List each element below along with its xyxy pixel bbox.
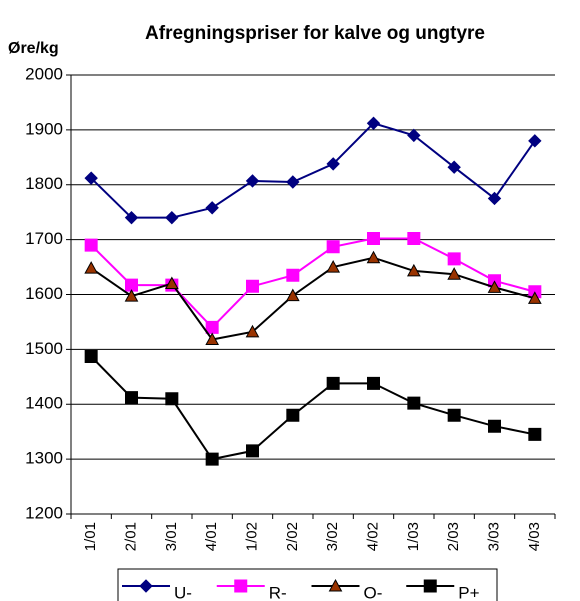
marker [286, 268, 300, 282]
marker [125, 278, 138, 292]
y-axis-label: Øre/kg [8, 40, 59, 57]
marker [164, 276, 179, 290]
x-tick-label: 4/02 [364, 522, 381, 551]
y-tick-label: 1900 [25, 119, 63, 138]
marker [367, 232, 380, 246]
marker [528, 134, 542, 148]
marker [487, 191, 502, 206]
marker [84, 238, 98, 252]
marker [326, 376, 340, 390]
marker [205, 201, 219, 215]
x-tick-label: 2/02 [284, 522, 301, 551]
marker [406, 263, 421, 277]
marker [205, 320, 219, 334]
legend-label: R- [269, 583, 287, 601]
x-tick-label: 3/02 [324, 522, 341, 551]
marker [326, 240, 340, 254]
marker [139, 579, 153, 593]
series-line [90, 256, 536, 341]
x-tick-label: 4/03 [526, 522, 543, 551]
y-tick-label: 1400 [25, 394, 63, 413]
y-tick-label: 1300 [25, 449, 63, 468]
marker [527, 291, 542, 304]
marker [165, 392, 179, 406]
y-tick-label: 2000 [25, 64, 63, 83]
marker [124, 210, 139, 225]
series-line [90, 237, 536, 329]
marker [245, 324, 260, 338]
marker [366, 250, 381, 264]
marker [84, 261, 99, 274]
marker [407, 128, 421, 143]
series-line [90, 122, 536, 219]
marker [488, 419, 501, 433]
marker [326, 157, 340, 171]
y-tick-label: 1800 [25, 174, 63, 193]
marker [165, 210, 179, 225]
marker [246, 444, 259, 458]
marker [423, 579, 437, 593]
x-tick-label: 3/01 [163, 522, 180, 551]
legend-label: O- [364, 583, 383, 601]
marker [285, 288, 300, 302]
x-tick-label: 1/01 [82, 522, 99, 551]
marker [447, 160, 461, 174]
legend-label: P+ [458, 583, 479, 601]
x-tick-label: 3/03 [485, 522, 502, 551]
x-tick-label: 1/02 [243, 522, 260, 551]
marker [447, 252, 461, 266]
y-tick-label: 1700 [25, 229, 63, 248]
marker [487, 280, 502, 293]
marker [326, 260, 341, 273]
marker [84, 171, 98, 185]
marker [205, 452, 219, 466]
x-tick-label: 4/01 [203, 522, 220, 551]
marker [205, 332, 220, 345]
y-tick-label: 1200 [25, 503, 63, 522]
marker [528, 427, 542, 441]
legend-label: U- [174, 583, 192, 601]
x-tick-label: 1/03 [405, 522, 422, 551]
marker [447, 408, 461, 422]
y-tick-label: 1600 [25, 284, 63, 303]
marker [447, 267, 462, 280]
marker [246, 279, 259, 293]
marker [245, 174, 260, 188]
y-tick-label: 1500 [25, 339, 63, 358]
x-tick-label: 2/01 [122, 522, 139, 551]
x-tick-label: 2/03 [445, 522, 462, 551]
marker [367, 376, 380, 390]
marker [366, 116, 381, 130]
marker [124, 289, 139, 302]
marker [234, 579, 248, 593]
marker [407, 396, 421, 410]
marker [286, 175, 300, 189]
marker [328, 578, 343, 592]
marker [84, 350, 98, 364]
series-line [90, 355, 536, 461]
marker [407, 232, 421, 246]
chart-title: Afregningspriser for kalve og ungtyre [145, 23, 485, 44]
marker [286, 408, 300, 422]
marker [125, 391, 138, 405]
